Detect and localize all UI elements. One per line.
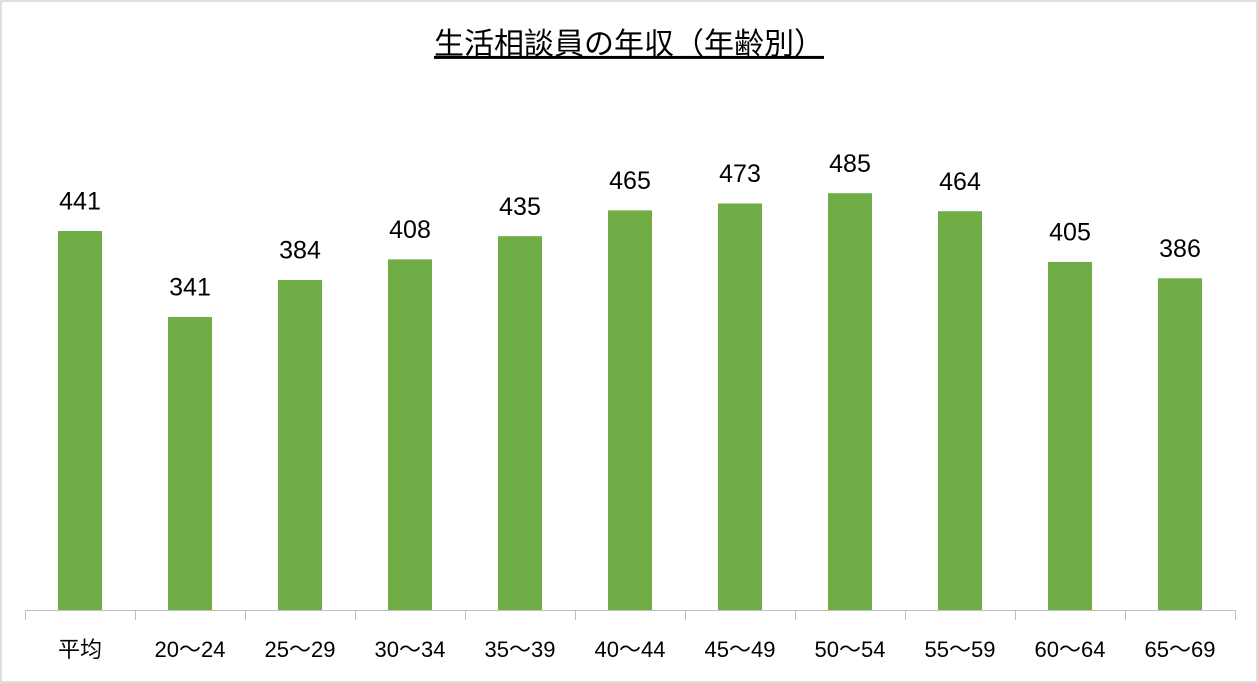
- x-tick-label: 40〜44: [595, 637, 666, 662]
- bar: [608, 210, 652, 610]
- bar: [828, 193, 872, 611]
- x-tick-label: 20〜24: [155, 637, 226, 662]
- x-tick-label: 55〜59: [925, 637, 996, 662]
- data-label: 441: [59, 188, 101, 216]
- x-tick-label: 35〜39: [485, 637, 556, 662]
- data-label: 464: [939, 168, 981, 196]
- x-tick-label: 60〜64: [1035, 637, 1106, 662]
- bar: [58, 231, 102, 611]
- bar: [938, 211, 982, 610]
- bar: [1158, 278, 1202, 610]
- data-label: 435: [499, 193, 541, 221]
- chart-title: 生活相談員の年収（年齢別）: [434, 28, 824, 61]
- bar: [168, 316, 212, 610]
- data-label: 405: [1049, 219, 1091, 247]
- bar: [718, 203, 762, 611]
- bar: [388, 259, 432, 610]
- x-tick-label: 平均: [58, 637, 102, 662]
- x-tick-label: 30〜34: [375, 637, 446, 662]
- data-label: 386: [1159, 235, 1201, 263]
- data-label: 408: [389, 216, 431, 244]
- x-tick-label: 25〜29: [265, 637, 336, 662]
- data-label: 473: [719, 160, 761, 188]
- bar: [1048, 261, 1092, 610]
- bar: [498, 236, 542, 610]
- x-tick-label: 65〜69: [1145, 637, 1216, 662]
- data-label: 384: [279, 237, 321, 265]
- x-tick-label: 50〜54: [815, 637, 886, 662]
- data-label: 465: [609, 167, 651, 195]
- data-label: 341: [169, 274, 211, 302]
- bar: [278, 279, 322, 610]
- data-label: 485: [829, 150, 871, 178]
- x-tick-label: 45〜49: [705, 637, 776, 662]
